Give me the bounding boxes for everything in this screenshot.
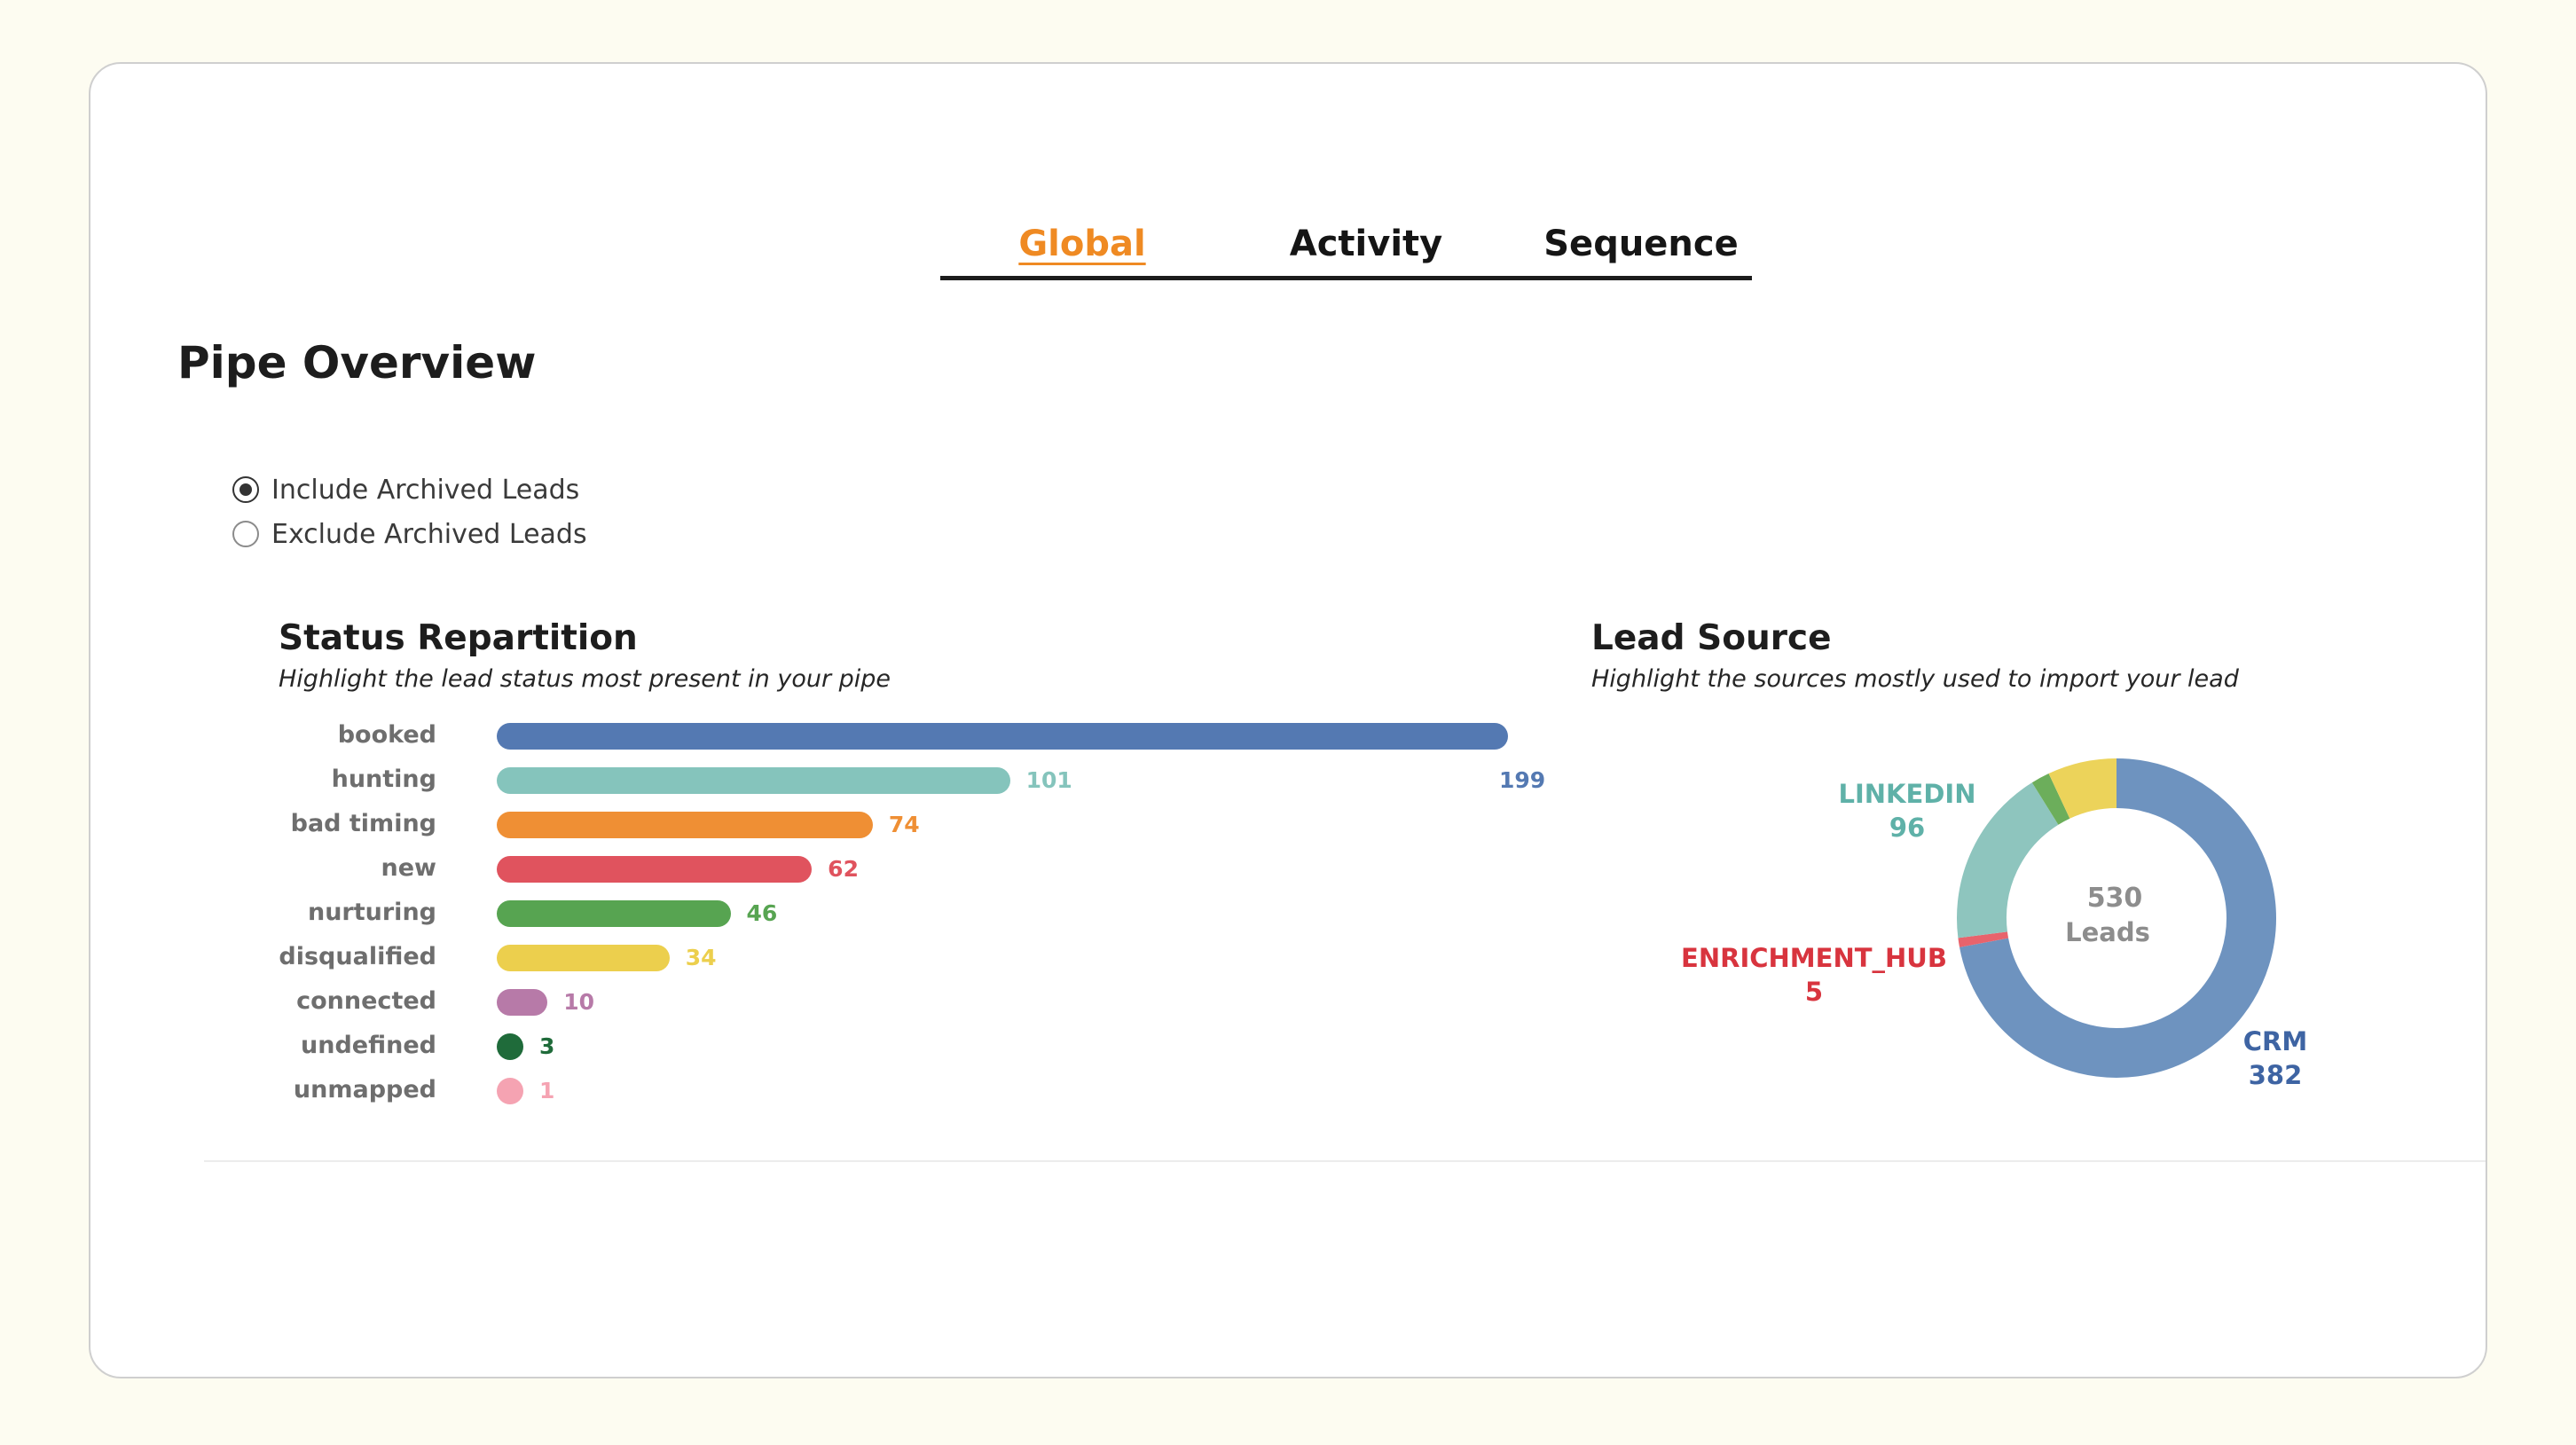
linkedin-name: LINKEDIN	[1838, 779, 1976, 809]
bar-label-nurturing: nurturing	[307, 899, 436, 926]
bar-value-hunting: 101	[1025, 767, 1072, 793]
bar-value-new: 62	[828, 856, 859, 882]
bar-disqualified[interactable]	[497, 945, 670, 971]
bar-label-booked: booked	[337, 721, 436, 749]
enrichment-hub-source-label: ENRICHMENT_HUB 5	[1668, 943, 1960, 1007]
section-divider	[204, 1160, 2486, 1162]
bar-new[interactable]	[497, 856, 813, 883]
crm-name: CRM	[2242, 1026, 2308, 1056]
crm-source-label: CRM 382	[2227, 1026, 2324, 1090]
bar-hunting[interactable]	[497, 767, 1010, 794]
include-archived-label: Include Archived Leads	[271, 474, 580, 506]
donut-slice-yellow[interactable]	[2048, 758, 2117, 820]
donut-total: 530	[2086, 883, 2143, 914]
lead-source-subtitle: Highlight the sources mostly used to imp…	[1591, 665, 2239, 693]
tab-activity[interactable]: Activity	[1289, 224, 1443, 264]
bar-unmapped[interactable]	[497, 1078, 523, 1104]
dashboard-card	[89, 62, 2487, 1378]
donut-slice-linkedin[interactable]	[1957, 782, 2060, 938]
enrichment-hub-name: ENRICHMENT_HUB	[1681, 943, 1947, 973]
bar-label-new: new	[381, 854, 436, 882]
bar-label-connected: connected	[296, 987, 436, 1015]
bar-label-unmapped: unmapped	[293, 1076, 436, 1103]
bar-label-undefined: undefined	[301, 1032, 436, 1059]
bar-undefined[interactable]	[497, 1033, 523, 1060]
tab-sequence[interactable]: Sequence	[1543, 224, 1739, 264]
bar-value-unmapped: 1	[539, 1078, 555, 1103]
linkedin-source-label: LINKEDIN 96	[1810, 779, 2005, 843]
bar-label-disqualified: disqualified	[279, 943, 436, 970]
crm-value: 382	[2248, 1060, 2303, 1090]
donut-slice-crm[interactable]	[1959, 758, 2276, 1078]
tab-global[interactable]: Global	[1018, 224, 1146, 264]
bar-label-bad-timing: bad timing	[290, 810, 436, 837]
bar-value-connected: 10	[563, 989, 595, 1015]
bar-value-nurturing: 46	[746, 900, 778, 926]
page-title: Pipe Overview	[177, 337, 537, 389]
lead-source-donut	[1957, 758, 2276, 1078]
bar-value-booked: 199	[1499, 767, 1546, 793]
exclude-archived-option[interactable]: Exclude Archived Leads	[232, 514, 587, 554]
status-repartition-subtitle: Highlight the lead status most present i…	[279, 665, 891, 693]
bar-connected[interactable]	[497, 989, 548, 1016]
bar-value-undefined: 3	[539, 1033, 555, 1059]
bar-label-hunting: hunting	[331, 766, 436, 793]
bar-value-disqualified: 34	[685, 945, 717, 970]
include-archived-option[interactable]: Include Archived Leads	[232, 470, 579, 509]
donut-slice-green[interactable]	[2031, 774, 2070, 825]
lead-source-title: Lead Source	[1591, 618, 1832, 658]
linkedin-value: 96	[1889, 813, 1926, 843]
status-repartition-title: Status Repartition	[279, 618, 638, 658]
bar-booked[interactable]	[497, 723, 1508, 750]
tab-bar: Global Activity Sequence	[940, 160, 1752, 280]
enrichment-hub-value: 5	[1804, 977, 1824, 1007]
bar-nurturing[interactable]	[497, 900, 731, 927]
include-archived-radio[interactable]	[232, 476, 259, 503]
exclude-archived-radio[interactable]	[232, 521, 259, 547]
donut-total-label: Leads	[2065, 917, 2150, 947]
exclude-archived-label: Exclude Archived Leads	[271, 518, 587, 550]
bar-bad-timing[interactable]	[497, 812, 873, 838]
bar-value-bad-timing: 74	[888, 812, 920, 837]
